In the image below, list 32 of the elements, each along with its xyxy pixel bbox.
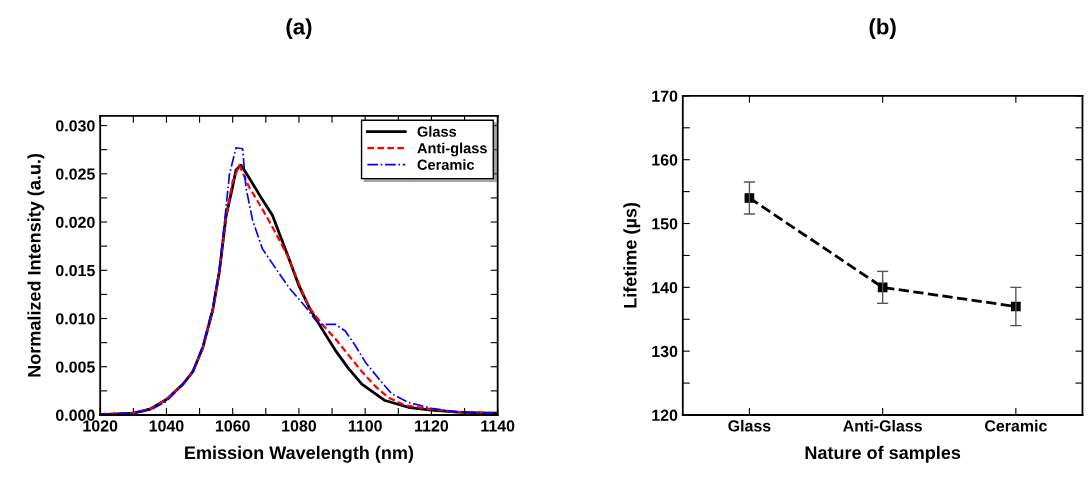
x-tick-label: 1120 bbox=[415, 420, 449, 432]
legend-label: Ceramic bbox=[417, 159, 475, 170]
legend-label: Anti-glass bbox=[417, 142, 487, 157]
x-tick-label: Anti-Glass bbox=[843, 419, 922, 432]
x-tick-label: 1140 bbox=[481, 420, 515, 432]
y-tick-label: 150 bbox=[652, 218, 678, 230]
y-tick-label: 140 bbox=[652, 281, 678, 294]
x-tick-label: 1020 bbox=[83, 420, 118, 432]
x-tick-label: 1060 bbox=[215, 420, 250, 432]
y-tick-label: 0.000 bbox=[55, 409, 95, 421]
x-tick-label: 1040 bbox=[149, 420, 184, 432]
x-axis-title: Nature of samples bbox=[805, 445, 961, 463]
y-axis-title: Lifetime (µs) bbox=[623, 202, 641, 308]
chart-title: (a) bbox=[286, 18, 312, 39]
y-tick-label: 0.025 bbox=[55, 168, 95, 180]
y-axis-title: Normalized Intensity (a.u.) bbox=[27, 153, 45, 377]
x-tick-label: 1080 bbox=[282, 420, 317, 432]
chart-title: (b) bbox=[869, 18, 896, 39]
y-tick-label: 0.005 bbox=[55, 361, 95, 373]
y-tick-label: 0.015 bbox=[55, 264, 95, 277]
x-tick-label: Ceramic bbox=[984, 419, 1047, 432]
legend-label: Glass bbox=[417, 126, 457, 137]
x-tick-label: 1100 bbox=[348, 420, 382, 432]
y-tick-label: 0.020 bbox=[55, 216, 95, 228]
x-axis-title: Emission Wavelength (nm) bbox=[185, 445, 414, 463]
y-tick-label: 120 bbox=[652, 409, 678, 421]
y-tick-label: 130 bbox=[652, 345, 678, 358]
x-tick-label: Glass bbox=[728, 419, 771, 432]
y-tick-label: 0.030 bbox=[55, 120, 95, 132]
y-tick-label: 0.010 bbox=[55, 313, 95, 325]
y-tick-label: 170 bbox=[652, 90, 678, 102]
y-tick-label: 160 bbox=[652, 154, 678, 166]
